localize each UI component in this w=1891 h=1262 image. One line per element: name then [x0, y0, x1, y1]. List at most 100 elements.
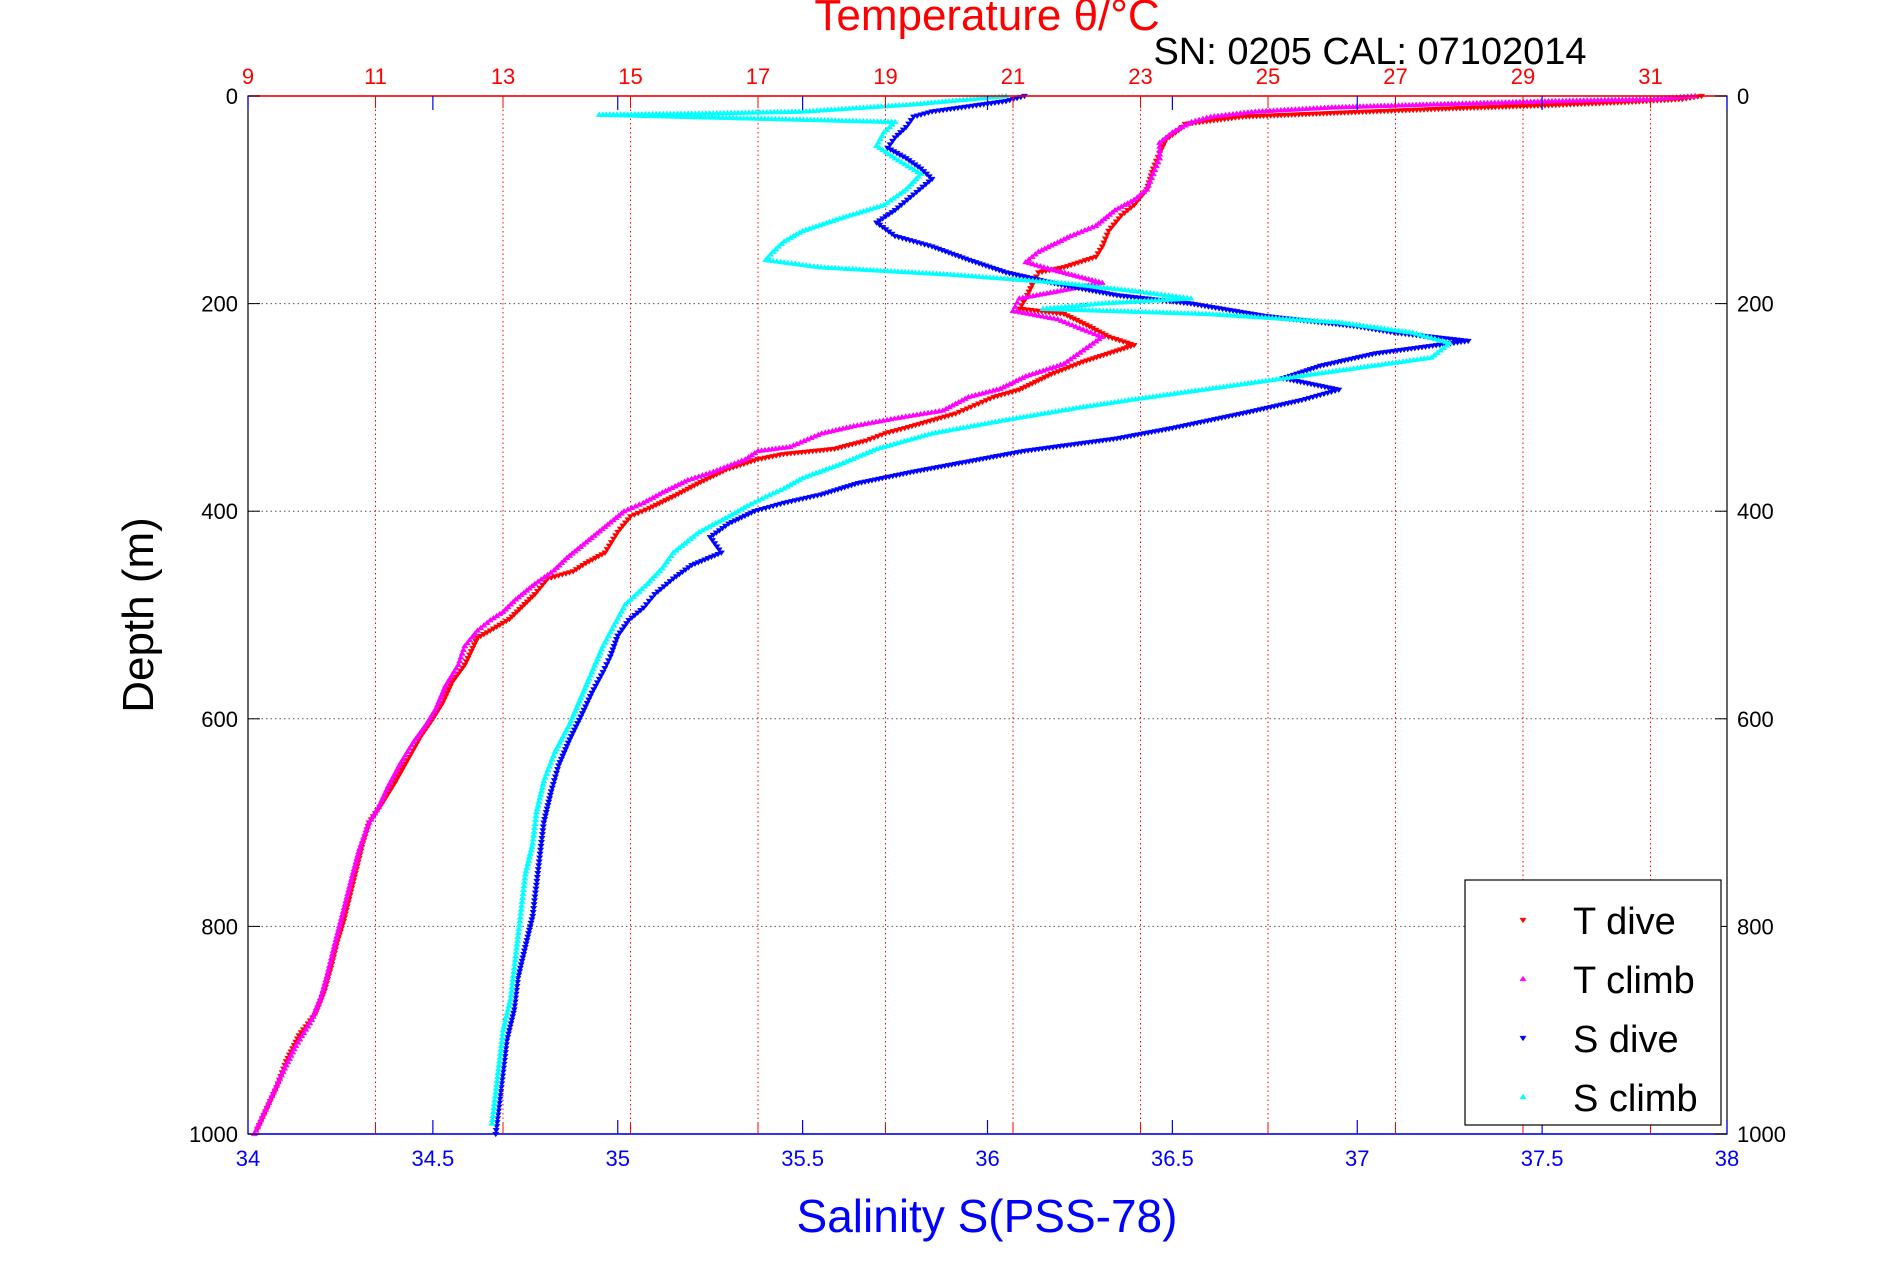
bottom-tick-label: 35 — [606, 1146, 630, 1171]
s-dive-point — [610, 644, 618, 650]
s-climb-point — [698, 526, 706, 533]
t-climb-point — [480, 622, 488, 628]
t-dive-point — [1105, 228, 1113, 235]
t-climb-point — [365, 819, 373, 825]
s-dive-point — [563, 743, 571, 750]
t-climb-point — [544, 571, 552, 577]
t-climb-point — [1159, 136, 1167, 143]
s-climb-point — [856, 452, 864, 459]
chart-subtitle: SN: 0205 CAL: 07102014 — [1153, 31, 1586, 73]
s-climb-point — [684, 537, 692, 544]
s-dive-point — [616, 630, 624, 636]
t-climb-point — [477, 624, 485, 631]
s-dive-point — [609, 647, 617, 653]
t-climb-point — [1057, 317, 1065, 323]
t-climb-point — [410, 738, 418, 744]
s-dive-point — [608, 650, 616, 657]
s-climb-point — [775, 243, 783, 249]
s-dive-point — [524, 934, 532, 941]
t-climb-point — [483, 619, 491, 625]
s-dive-point — [590, 687, 598, 693]
s-climb-point — [660, 561, 668, 568]
s-climb-point — [638, 585, 646, 592]
s-climb-point — [632, 590, 640, 597]
t-climb-point — [1199, 115, 1207, 121]
s-dive-point — [597, 673, 605, 679]
t-dive-point — [1020, 299, 1028, 306]
s-climb-point — [891, 118, 899, 125]
t-climb-point — [723, 462, 732, 469]
t-climb-point — [1025, 259, 1033, 266]
s-dive-point — [515, 972, 523, 979]
t-dive-point — [609, 536, 618, 543]
t-dive-point — [459, 665, 467, 672]
s-dive-point — [530, 898, 539, 904]
t-dive-point — [1098, 244, 1106, 250]
s-climb-point — [902, 186, 910, 192]
s-climb-point — [762, 493, 770, 499]
s-dive-point — [642, 602, 650, 608]
s-dive-point — [593, 680, 601, 686]
s-dive-point — [583, 700, 591, 707]
t-dive-point — [1028, 282, 1036, 289]
t-climb-point — [360, 834, 368, 840]
s-climb-point — [891, 155, 899, 161]
s-dive-point — [505, 1028, 513, 1034]
t-climb-point — [1082, 344, 1090, 351]
t-climb-point — [1036, 262, 1044, 269]
t-dive-point — [473, 635, 482, 642]
t-climb-point — [468, 633, 476, 639]
grid — [248, 96, 1727, 1134]
s-dive-point — [645, 598, 653, 605]
s-climb-point — [1409, 329, 1417, 335]
s-climb-point — [711, 520, 720, 526]
s-dive-point — [520, 948, 529, 954]
t-dive-point — [1117, 213, 1125, 219]
s-climb-point — [675, 544, 683, 551]
t-climb-point — [1181, 122, 1189, 128]
t-climb-point — [471, 630, 479, 636]
s-climb-point — [702, 525, 710, 531]
y-tick-label-right: 800 — [1737, 914, 1774, 939]
s-dive-point — [601, 666, 609, 672]
t-climb-point — [961, 395, 969, 401]
t-climb-point — [652, 492, 660, 499]
t-climb-point — [948, 402, 957, 408]
s-climb-point — [1439, 344, 1448, 351]
s-dive-point — [530, 906, 538, 912]
s-climb-point — [769, 248, 777, 254]
s-climb-point — [692, 531, 700, 537]
s-dive-point — [552, 770, 561, 777]
s-climb-point — [888, 121, 896, 127]
t-climb-point — [358, 837, 366, 844]
s-dive-point — [544, 803, 552, 809]
legend-label: S dive — [1573, 1019, 1679, 1061]
t-climb-point — [1162, 134, 1170, 140]
s-dive-point — [547, 789, 555, 795]
bottom-tick-label: 37.5 — [1521, 1146, 1564, 1171]
t-climb-point — [945, 403, 953, 410]
s-dive-point — [532, 886, 540, 893]
s-climb-point — [665, 555, 673, 562]
t-climb-point — [706, 469, 714, 476]
s-climb-point — [715, 518, 723, 524]
t-dive-point — [1107, 225, 1115, 232]
t-climb-point — [1064, 320, 1073, 326]
s-dive-point — [521, 945, 529, 951]
t-climb-point — [1085, 225, 1093, 231]
s-dive-point — [515, 969, 524, 975]
t-climb-point — [1013, 299, 1021, 305]
s-climb-point — [721, 514, 729, 521]
s-dive-point — [595, 676, 603, 683]
s-climb-point — [852, 454, 860, 460]
y-tick-label-left: 200 — [201, 292, 238, 317]
s-climb-point — [772, 245, 780, 252]
s-climb-point — [624, 598, 632, 605]
t-climb-point — [1031, 251, 1039, 257]
s-dive-point — [603, 662, 611, 668]
s-dive-point — [538, 832, 546, 838]
s-dive-point — [543, 806, 551, 813]
t-climb-point — [1089, 340, 1097, 346]
t-climb-point — [456, 657, 464, 664]
s-climb-point — [869, 447, 877, 453]
